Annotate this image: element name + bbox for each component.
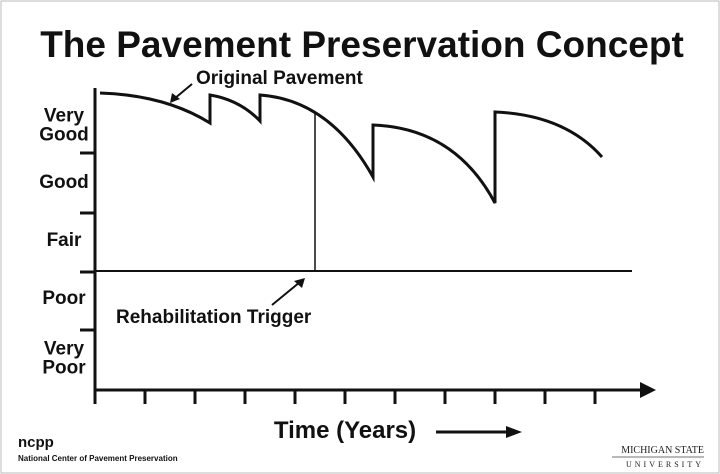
x-axis-arrowhead <box>640 382 656 398</box>
footer-logo: ncpp <box>18 434 54 451</box>
y-level-label: Poor <box>42 288 86 309</box>
y-level-label: Very Good <box>39 106 89 146</box>
y-level-label: Fair <box>47 230 82 251</box>
curve-label: Original Pavement <box>196 68 364 89</box>
axes <box>80 88 642 392</box>
arrowhead <box>506 426 522 438</box>
arrowhead <box>170 93 180 103</box>
condition-curve <box>99 91 604 204</box>
y-level-label: Very Poor <box>42 339 86 379</box>
y-level-label: Good <box>39 172 89 193</box>
trigger-label-arrow <box>271 281 301 306</box>
trigger-label: Rehabilitation Trigger <box>116 307 312 328</box>
university-sub: UNIVERSITY <box>626 460 704 469</box>
curve-label-arrow <box>173 83 193 100</box>
arrowhead <box>294 278 305 288</box>
x-ticks <box>93 390 597 404</box>
footer-org: National Center of Pavement Preservation <box>18 454 178 463</box>
university-name: MICHIGAN STATE <box>621 445 704 456</box>
y-levels: Very Good Good Fair Poor Very Poor <box>39 106 89 379</box>
x-axis-title: Time (Years) <box>274 417 416 444</box>
title: The Pavement Preservation Concept <box>40 24 684 65</box>
